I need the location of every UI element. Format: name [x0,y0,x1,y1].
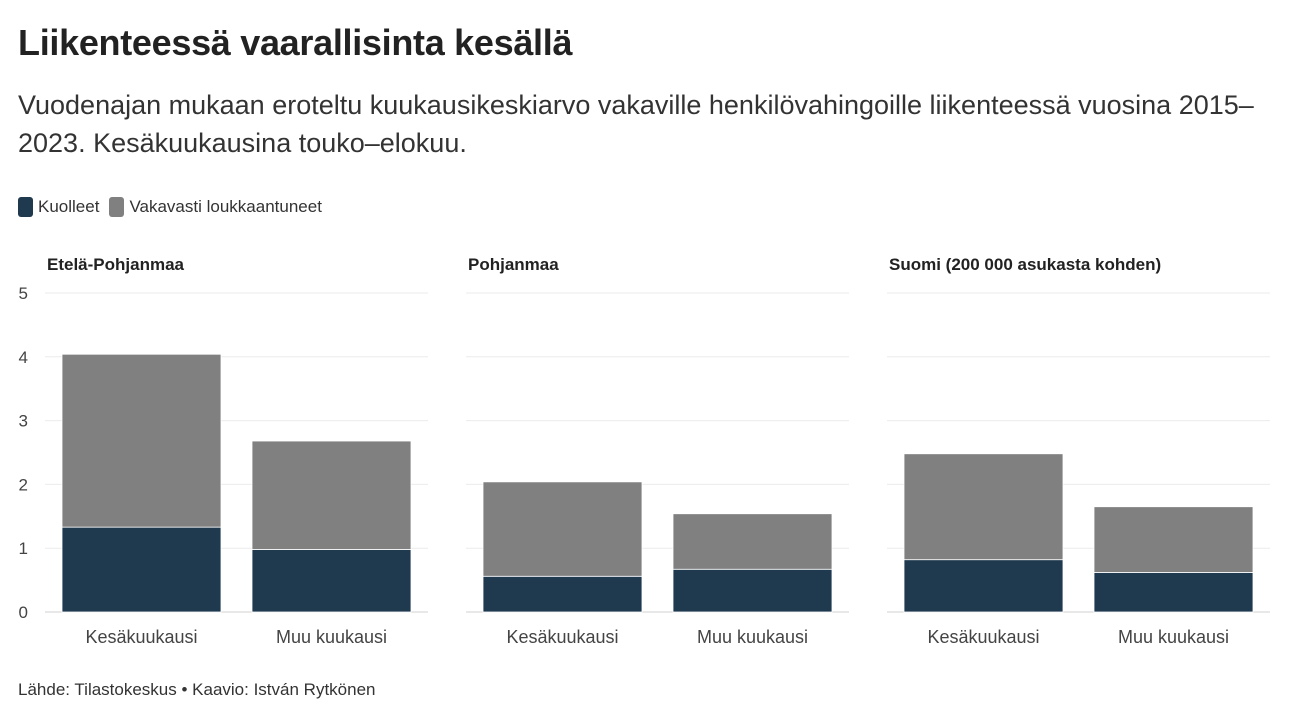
x-tick-label: Muu kuukausi [697,627,808,647]
y-tick-label: 5 [19,284,28,303]
bar-loukkaantuneet [672,513,833,570]
bar-kuolleet [251,549,412,613]
y-tick-label: 4 [19,348,28,367]
bar-loukkaantuneet [903,453,1064,561]
x-tick-label: Muu kuukausi [276,627,387,647]
legend-item-loukkaantuneet: Vakavasti loukkaantuneet [109,197,322,217]
x-tick-label: Kesäkuukausi [506,627,618,647]
y-tick-label: 3 [19,412,28,431]
bar-kuolleet [672,568,833,613]
bar-kuolleet [903,559,1064,613]
x-tick-label: Kesäkuukausi [927,627,1039,647]
bar-kuolleet [1093,572,1254,613]
bar-kuolleet [61,526,222,613]
panel-title: Suomi (200 000 asukasta kohden) [889,255,1161,274]
source-credit: Lähde: Tilastokeskus • Kaavio: István Ry… [18,680,376,699]
y-tick-label: 0 [19,603,28,622]
chart-area: 0 1 2 3 4 5 Etelä-Pohjanmaa Kesäkuukausi Muu kuu… [19,255,1270,647]
bar-kuolleet [482,575,643,613]
x-tick-label: Kesäkuukausi [85,627,197,647]
bar-loukkaantuneet [1093,506,1254,573]
legend-label-loukkaantuneet: Vakavasti loukkaantuneet [129,197,322,216]
legend: Kuolleet Vakavasti loukkaantuneet [18,197,332,217]
panel-title: Pohjanmaa [468,255,559,274]
bar-loukkaantuneet [482,481,643,577]
legend-swatch-kuolleet [18,197,33,217]
chart-title: Liikenteessä vaarallisinta kesällä [18,22,573,63]
legend-swatch-loukkaantuneet [109,197,125,217]
x-tick-label: Muu kuukausi [1118,627,1229,647]
y-tick-label: 1 [19,539,28,558]
panel-title: Etelä-Pohjanmaa [47,255,185,274]
bar-loukkaantuneet [61,353,222,528]
chart-subtitle: Vuodenajan mukaan eroteltu kuukausikeski… [18,90,1254,158]
y-tick-label: 2 [19,475,28,494]
bar-loukkaantuneet [251,440,412,550]
legend-label-kuolleet: Kuolleet [38,197,100,216]
legend-item-kuolleet: Kuolleet [18,197,99,217]
